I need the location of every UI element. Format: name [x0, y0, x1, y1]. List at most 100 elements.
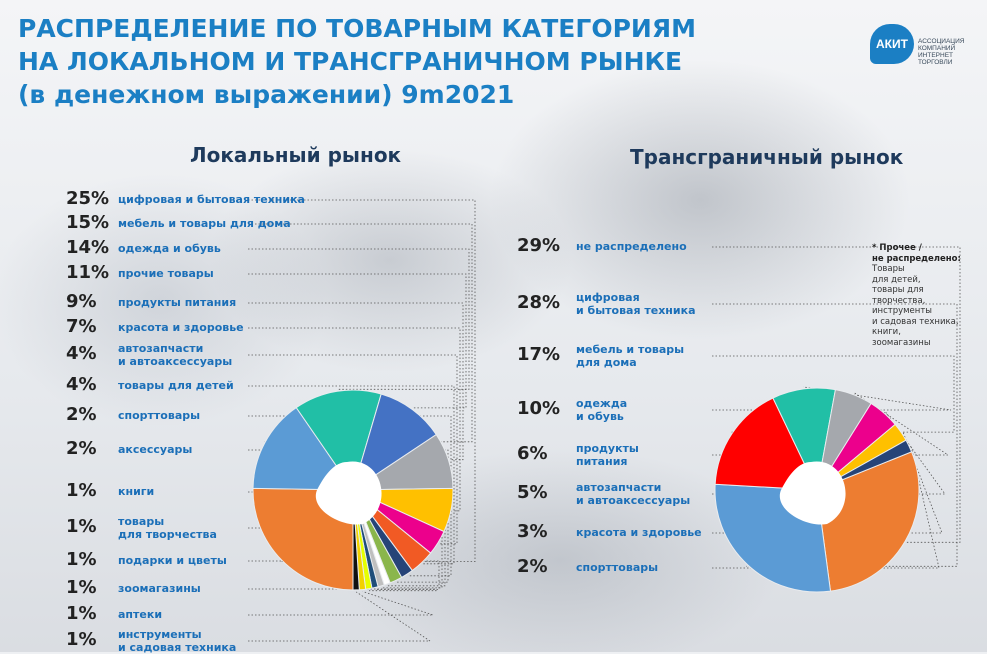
- label-line: инструменты: [118, 628, 202, 641]
- label-line: одежда: [576, 397, 628, 410]
- logo-text-line: АССОЦИАЦИЯ: [918, 38, 965, 45]
- slice-category-label: подарки и цветы: [118, 554, 227, 567]
- slice-category-label: товары для творчества: [118, 515, 217, 541]
- leader-line: [248, 385, 455, 565]
- slice-category-label: одежда и обувь: [576, 397, 627, 423]
- leader-line: [248, 591, 432, 642]
- donut-center: [779, 461, 846, 525]
- label-line: зоомагазины: [118, 582, 201, 595]
- logo-badge: АКИТ: [870, 24, 914, 64]
- title-line-3: (в денежном выражении) 9m2021: [18, 80, 515, 109]
- note-title: * Прочее /: [872, 243, 922, 253]
- slice-percent: 17%: [517, 344, 561, 365]
- leader-line: [248, 248, 470, 390]
- label-line: цифровая и бытовая техника: [118, 193, 305, 206]
- slice-category-label: книги: [118, 485, 154, 498]
- slice-category-label: автозапчасти и автоаксессуары: [118, 342, 232, 368]
- slice-percent: 4%: [66, 374, 97, 395]
- slice-percent: 10%: [517, 398, 561, 419]
- leader-line: [248, 199, 476, 562]
- note-line: инструменты: [872, 306, 932, 316]
- label-line: цифровая: [576, 291, 640, 304]
- label-line: прочие товары: [118, 267, 214, 280]
- leader-line: [248, 302, 464, 461]
- slice-category-label: автозапчасти и автоаксессуары: [576, 481, 690, 507]
- label-line: мебель и товары для дома: [118, 217, 291, 230]
- slice-percent: 4%: [66, 343, 97, 364]
- slice-percent: 29%: [517, 235, 561, 256]
- label-line: красота и здоровье: [576, 526, 702, 539]
- note-line: и садовая техника,: [872, 316, 959, 327]
- slice-category-label: цифровая и бытовая техника: [118, 193, 305, 206]
- slice-category-label: красота и здоровье: [118, 321, 244, 334]
- slice-percent: 14%: [66, 237, 110, 258]
- slice-percent: 28%: [517, 292, 561, 313]
- leader-line: [712, 355, 955, 433]
- leader-line: [712, 392, 950, 456]
- label-line: мебель и товары: [576, 343, 685, 356]
- label-line: питания: [576, 455, 628, 468]
- slice-category-label: инструменты и садовая техника: [118, 628, 236, 654]
- akit-logo: АКИТ АССОЦИАЦИЯ КОМПАНИЙ ИНТЕРНЕТ ТОРГОВ…: [870, 24, 970, 70]
- pie-slice: [252, 406, 354, 491]
- local-market-title: Локальный рынок: [190, 143, 402, 167]
- pie-slice: [714, 397, 818, 491]
- slice-percent: 15%: [66, 212, 110, 233]
- crossborder-market-title: Трансграничный рынок: [630, 145, 904, 169]
- slice-percent: 3%: [517, 521, 548, 542]
- slice-category-label: продукты питания: [118, 296, 236, 309]
- note-line: творчества,: [872, 295, 926, 306]
- pie-slice: [352, 393, 437, 492]
- local-pie: [252, 389, 454, 591]
- label-line: аптеки: [118, 608, 163, 621]
- slice-percent: 11%: [66, 262, 110, 283]
- slice-category-label: аксессуары: [118, 443, 192, 456]
- slice-percent: 2%: [66, 404, 97, 425]
- label-line: и бытовая техника: [576, 304, 696, 317]
- slice-percent: 1%: [66, 516, 97, 537]
- leader-line: [248, 273, 467, 409]
- logo-text-line: ИНТЕРНЕТ: [918, 52, 954, 59]
- slice-category-label: одежда и обувь: [118, 242, 221, 255]
- slice-category-label: цифровая и бытовая техника: [576, 291, 696, 317]
- note-line: зоомагазины: [872, 337, 931, 348]
- slice-percent: 7%: [66, 316, 97, 337]
- label-line: книги: [118, 485, 155, 498]
- crossborder-pie: [714, 387, 920, 593]
- label-line: товары: [118, 515, 165, 528]
- slice-category-label: аптеки: [118, 608, 162, 621]
- label-line: одежда и обувь: [118, 242, 221, 255]
- label-line: товары для детей: [118, 379, 234, 392]
- leader-line: [248, 354, 458, 545]
- leader-line: [712, 246, 961, 543]
- logo-text-line: КОМПАНИЙ: [918, 45, 956, 52]
- note-line: книги,: [872, 327, 901, 337]
- label-line: и садовая техника: [118, 641, 237, 654]
- title-line-1: РАСПРЕДЕЛЕНИЕ ПО ТОВАРНЫМ КАТЕГОРИЯМ: [18, 14, 696, 43]
- note-line: товары для: [872, 285, 924, 295]
- logo-text: АССОЦИАЦИЯ КОМПАНИЙ ИНТЕРНЕТ ТОРГОВЛИ: [918, 38, 978, 66]
- label-line: спорттовары: [118, 409, 201, 422]
- leader-line: [248, 327, 461, 512]
- label-line: и автоаксессуары: [576, 494, 691, 507]
- slice-percent: 9%: [66, 291, 97, 312]
- slice-percent: 5%: [517, 482, 548, 503]
- slice-category-label: спорттовары: [576, 561, 658, 574]
- title-line-2: НА ЛОКАЛЬНОМ И ТРАНСГРАНИЧНОМ РЫНКЕ: [18, 47, 683, 76]
- leader-line: [712, 386, 952, 411]
- slice-category-label: прочие товары: [118, 267, 214, 280]
- leader-line: [248, 527, 443, 589]
- slice-category-label: продукты питания: [576, 442, 639, 468]
- label-line: продукты питания: [118, 296, 237, 309]
- slice-percent: 6%: [517, 443, 548, 464]
- slice-percent: 1%: [66, 629, 97, 650]
- note-body: Товары для детей, товары для творчества, инс…: [872, 264, 984, 348]
- slice-category-label: зоомагазины: [118, 582, 201, 595]
- label-line: продукты: [576, 442, 639, 455]
- logo-text-line: ТОРГОВЛИ: [918, 59, 953, 66]
- label-line: аксессуары: [118, 443, 193, 456]
- page-title: РАСПРЕДЕЛЕНИЕ ПО ТОВАРНЫМ КАТЕГОРИЯМ НА …: [18, 12, 696, 111]
- note-line: Товары: [872, 264, 905, 274]
- label-line: для дома: [576, 356, 637, 369]
